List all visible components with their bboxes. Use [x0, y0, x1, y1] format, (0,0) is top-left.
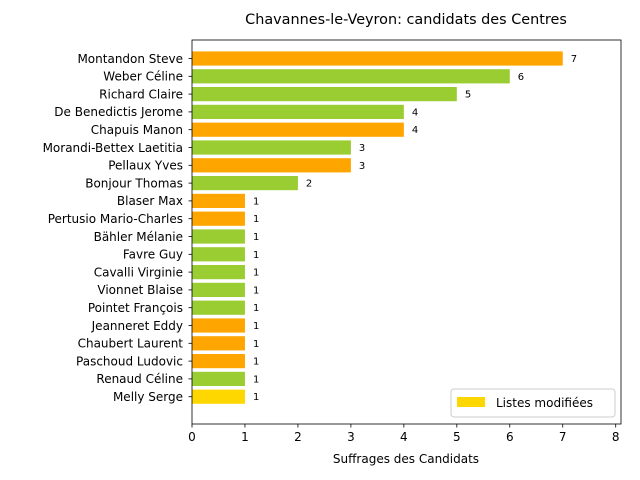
- bar-value-label: 6: [518, 72, 524, 83]
- x-tick-label: 2: [294, 430, 302, 444]
- bar: [192, 104, 404, 119]
- bar-value-label: 7: [571, 54, 577, 65]
- bar: [192, 265, 245, 280]
- y-tick-label: Bonjour Thomas: [85, 176, 183, 190]
- y-tick-label: Jeanneret Eddy: [91, 319, 183, 333]
- chart-title: Chavannes-le-Veyron: candidats des Centr…: [245, 12, 567, 28]
- bar: [192, 176, 298, 191]
- x-tick-label: 4: [400, 430, 408, 444]
- plot-frame: [191, 39, 622, 425]
- bar-value-label: 2: [306, 179, 312, 190]
- bar: [192, 354, 245, 369]
- x-tick-label: 1: [241, 430, 249, 444]
- y-tick-label: Montandon Steve: [77, 52, 183, 66]
- y-tick-label: Richard Claire: [99, 87, 183, 101]
- legend-label: Listes modifiées: [496, 396, 593, 410]
- bar: [192, 158, 351, 173]
- y-tick-label: Pointet François: [88, 301, 183, 315]
- y-tick-label: Cavalli Virginie: [94, 265, 183, 279]
- y-tick-label: Paschoud Ludovic: [76, 354, 183, 368]
- bar-value-label: 1: [253, 357, 259, 368]
- y-tick-label: Chapuis Manon: [91, 123, 183, 137]
- x-tick-label: 7: [559, 430, 567, 444]
- y-tick-label: Morandi-Bettex Laetitia: [43, 141, 183, 155]
- y-tick-labels: Montandon Steve Weber Céline Richard Clair…: [43, 52, 192, 404]
- bar: [192, 229, 245, 244]
- x-tick-label: 6: [506, 430, 514, 444]
- y-tick-label: Pellaux Yves: [108, 159, 183, 173]
- x-tick-label: 3: [347, 430, 355, 444]
- bar-value-label: 1: [253, 268, 259, 279]
- bar-value-label: 3: [359, 161, 365, 172]
- legend-swatch: [457, 397, 485, 407]
- legend-frame: [450, 388, 616, 418]
- x-ticks: 0 1 2 3 4 5 6 7 8: [188, 424, 620, 444]
- bar: [192, 318, 245, 333]
- x-tick-label: 5: [453, 430, 461, 444]
- x-tick-label: 0: [188, 430, 196, 444]
- bars-group: 7 6 5 4 4 3 3 2 1 1 1 1 1 1 1 1 1 1 1 1: [192, 51, 577, 404]
- y-tick-label: Chaubert Laurent: [78, 337, 184, 351]
- bar: [192, 371, 245, 386]
- bar: [192, 389, 245, 404]
- bar-value-label: 1: [253, 214, 259, 225]
- y-tick-label: Weber Céline: [103, 70, 183, 84]
- y-tick-label: De Benedictis Jerome: [54, 105, 183, 119]
- bar-value-label: 1: [253, 392, 259, 403]
- bar-value-label: 1: [253, 339, 259, 350]
- bar: [192, 282, 245, 297]
- y-tick-label: Bähler Mélanie: [94, 230, 183, 244]
- bar-value-label: 1: [253, 303, 259, 314]
- y-tick-label: Renaud Céline: [96, 372, 183, 386]
- bar: [192, 336, 245, 351]
- bar: [192, 211, 245, 226]
- bar-value-label: 1: [253, 374, 259, 385]
- bar-value-label: 1: [253, 232, 259, 243]
- bar-value-label: 4: [412, 107, 418, 118]
- bar: [192, 87, 457, 102]
- bar: [192, 122, 404, 137]
- y-tick-label: Favre Guy: [123, 248, 183, 262]
- bar-value-label: 4: [412, 125, 418, 136]
- bar: [192, 300, 245, 315]
- y-tick-label: Pertusio Mario-Charles: [48, 212, 183, 226]
- bar: [192, 69, 510, 84]
- x-tick-label: 8: [612, 430, 620, 444]
- bar-value-label: 1: [253, 250, 259, 261]
- bar-value-label: 1: [253, 321, 259, 332]
- bar: [192, 51, 563, 66]
- bar: [192, 193, 245, 208]
- x-axis-title: Suffrages des Candidats: [333, 452, 479, 466]
- y-tick-label: Melly Serge: [113, 390, 183, 404]
- bar: [192, 140, 351, 155]
- bar-value-label: 1: [253, 285, 259, 296]
- bar: [192, 247, 245, 262]
- bar-value-label: 5: [465, 90, 471, 101]
- bar-value-label: 1: [253, 196, 259, 207]
- legend: Listes modifiées: [450, 388, 616, 418]
- y-tick-label: Vionnet Blaise: [97, 283, 183, 297]
- y-tick-label: Blaser Max: [117, 194, 183, 208]
- bar-value-label: 3: [359, 143, 365, 154]
